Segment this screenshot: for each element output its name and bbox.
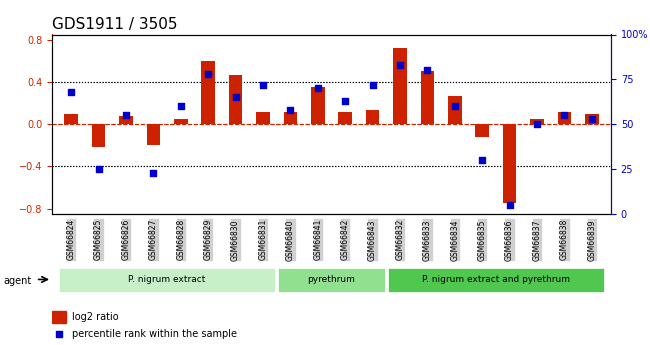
Point: [176, 104, 186, 109]
Bar: [146, 124, 161, 145]
Text: GSM66831: GSM66831: [259, 219, 268, 260]
Point: [586, 116, 597, 121]
Point: [94, 166, 104, 172]
Bar: [558, 111, 571, 124]
Point: [258, 82, 268, 88]
Text: agent: agent: [3, 276, 31, 286]
Text: pyrethrum: pyrethrum: [307, 275, 356, 284]
Text: GSM66841: GSM66841: [313, 219, 322, 260]
Bar: [421, 71, 434, 124]
Bar: [311, 87, 324, 124]
Bar: [64, 114, 78, 124]
Point: [395, 62, 405, 68]
Point: [203, 71, 213, 77]
Point: [422, 68, 433, 73]
Point: [504, 202, 515, 208]
Text: GSM66827: GSM66827: [149, 219, 158, 260]
Text: GSM66843: GSM66843: [368, 219, 377, 260]
Bar: [585, 114, 599, 124]
FancyBboxPatch shape: [387, 268, 604, 292]
Text: GSM66826: GSM66826: [122, 219, 131, 260]
Text: GSM66838: GSM66838: [560, 219, 569, 260]
Text: GSM66825: GSM66825: [94, 219, 103, 260]
Text: GSM66832: GSM66832: [395, 219, 404, 260]
Point: [340, 98, 350, 104]
Point: [230, 95, 240, 100]
Point: [477, 157, 488, 163]
Text: GSM66833: GSM66833: [423, 219, 432, 260]
Text: GSM66834: GSM66834: [450, 219, 460, 260]
Text: GDS1911 / 3505: GDS1911 / 3505: [52, 17, 177, 32]
Point: [148, 170, 159, 175]
Bar: [339, 111, 352, 124]
Text: P. nigrum extract and pyrethrum: P. nigrum extract and pyrethrum: [422, 275, 570, 284]
Point: [66, 89, 77, 95]
Text: P. nigrum extract: P. nigrum extract: [129, 275, 206, 284]
Bar: [475, 124, 489, 137]
Text: GSM66839: GSM66839: [588, 219, 596, 260]
Point: [532, 121, 542, 127]
Point: [313, 86, 323, 91]
Text: GSM66829: GSM66829: [203, 219, 213, 260]
Bar: [92, 124, 105, 147]
Bar: [283, 111, 297, 124]
Bar: [229, 75, 242, 124]
Bar: [530, 119, 544, 124]
Point: [367, 82, 378, 88]
Point: [450, 104, 460, 109]
FancyBboxPatch shape: [278, 268, 385, 292]
Text: GSM66837: GSM66837: [532, 219, 541, 260]
Bar: [256, 111, 270, 124]
Point: [53, 331, 64, 337]
Bar: [119, 116, 133, 124]
Bar: [393, 48, 407, 124]
Point: [559, 112, 569, 118]
Text: GSM66824: GSM66824: [67, 219, 75, 260]
Text: GSM66830: GSM66830: [231, 219, 240, 260]
Text: percentile rank within the sample: percentile rank within the sample: [72, 329, 237, 339]
Text: GSM66835: GSM66835: [478, 219, 487, 260]
Bar: [174, 119, 188, 124]
Text: GSM66842: GSM66842: [341, 219, 350, 260]
Bar: [202, 61, 215, 124]
Text: GSM66828: GSM66828: [176, 219, 185, 260]
Bar: [448, 96, 462, 124]
Text: GSM66836: GSM66836: [505, 219, 514, 260]
Text: GSM66840: GSM66840: [286, 219, 295, 260]
Text: log2 ratio: log2 ratio: [72, 312, 118, 322]
Bar: [502, 124, 517, 203]
Bar: [52, 310, 66, 323]
Bar: [366, 110, 380, 124]
Point: [285, 107, 296, 112]
FancyBboxPatch shape: [59, 268, 276, 292]
Point: [121, 112, 131, 118]
